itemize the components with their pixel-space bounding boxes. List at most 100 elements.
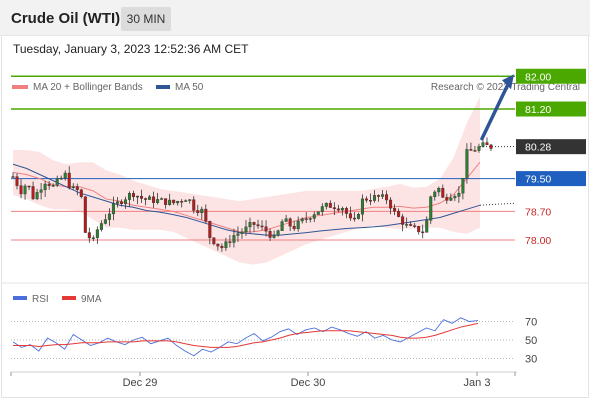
- candle-body: [300, 218, 304, 222]
- x-tick-label-1: Dec 30: [291, 377, 326, 389]
- candle-body: [27, 185, 31, 188]
- candle-body: [220, 245, 224, 249]
- rsi-legend-swatch: [13, 296, 27, 300]
- candle-body: [63, 172, 67, 179]
- candle-body: [397, 211, 401, 217]
- bollinger-fill: [13, 96, 480, 265]
- instrument-title: Crude Oil (WTI): [11, 10, 121, 27]
- candle-body: [328, 202, 332, 208]
- timeframe-button[interactable]: 30 MIN: [121, 7, 171, 31]
- candle-body: [264, 226, 268, 232]
- candle-body: [208, 221, 212, 238]
- last-label: 80.28: [525, 142, 551, 154]
- candle-body: [164, 198, 168, 205]
- rsi-ma-legend-swatch: [62, 296, 76, 300]
- candle-body: [441, 187, 445, 198]
- candle-body: [200, 208, 204, 214]
- candle-body: [136, 195, 140, 198]
- candle-body: [103, 219, 107, 224]
- candle-body: [43, 183, 47, 191]
- candle-body: [292, 226, 296, 230]
- forecast-arrow-head: [502, 74, 514, 90]
- candle-body: [485, 142, 489, 146]
- candle-body: [204, 208, 208, 222]
- candle-body: [364, 198, 368, 201]
- rsi-ma-line: [13, 322, 479, 348]
- bollinger-band: [13, 96, 480, 265]
- target-2-label: 82.00: [525, 71, 551, 83]
- candle-body: [332, 207, 336, 210]
- candle-body: [284, 218, 288, 222]
- candle-body: [168, 199, 172, 205]
- candle-body: [236, 233, 240, 236]
- ma20-legend-label: MA 20 + Bollinger Bands: [33, 82, 143, 93]
- chart-frame: [1, 36, 589, 398]
- ma50-legend-swatch: [156, 85, 170, 89]
- candle-body: [276, 230, 280, 236]
- forecast-arrow: [480, 74, 514, 141]
- candle-body: [107, 213, 111, 220]
- candle-body: [356, 214, 360, 219]
- candle-body: [79, 189, 83, 197]
- candle-body: [67, 172, 71, 188]
- candle-body: [409, 224, 413, 226]
- candle-body: [393, 207, 397, 212]
- candle-body: [123, 199, 127, 205]
- candle-body: [152, 196, 156, 203]
- candle-body: [176, 201, 180, 204]
- ma50-legend-label: MA 50: [175, 82, 204, 93]
- candle-body: [389, 199, 393, 209]
- candle-body: [244, 226, 248, 233]
- candle-body: [344, 208, 348, 214]
- price-level-labels: 82.00 81.20 80.28 79.50 78.70 78.00: [516, 68, 586, 247]
- candle-body: [453, 196, 457, 199]
- candle-body: [280, 221, 284, 231]
- candle-body: [425, 220, 429, 233]
- candle-body: [260, 225, 264, 228]
- candle-body: [148, 196, 152, 200]
- candle-body: [31, 186, 35, 200]
- candle-body: [457, 192, 461, 197]
- support-1-label: 78.70: [525, 206, 551, 218]
- candle-body: [324, 202, 328, 207]
- candle-body: [140, 195, 144, 199]
- last-label-box: [516, 139, 586, 155]
- target-2-label-box: [516, 68, 586, 84]
- candle-body: [11, 176, 15, 178]
- candle-body: [15, 176, 19, 186]
- candle-body: [433, 191, 437, 197]
- rsi-ma-legend-label: 9MA: [81, 294, 102, 305]
- candle-body: [232, 235, 236, 243]
- candle-body: [288, 218, 292, 227]
- candle-body: [489, 144, 493, 149]
- candle-body: [413, 225, 417, 227]
- candle-body: [228, 241, 232, 243]
- candle-body: [469, 149, 473, 151]
- candle-body: [312, 214, 316, 219]
- candle-body: [417, 226, 421, 233]
- candle-body: [160, 198, 164, 200]
- candle-body: [87, 232, 91, 239]
- candle-body: [75, 186, 79, 190]
- candle-body: [268, 230, 272, 238]
- candle-body: [316, 211, 320, 215]
- candle-body: [461, 177, 465, 194]
- candle-body: [216, 243, 220, 247]
- candle-body: [405, 224, 409, 226]
- candle-body: [340, 208, 344, 211]
- candle-body: [111, 203, 115, 215]
- target-1-label: 81.20: [525, 104, 551, 116]
- ma20-legend-swatch: [12, 85, 28, 89]
- candle-body: [401, 216, 405, 225]
- candle-body: [172, 199, 176, 204]
- candle-body: [481, 142, 485, 147]
- candle-body: [272, 235, 276, 238]
- candle-body: [240, 231, 244, 234]
- candle-body: [465, 149, 469, 179]
- candle-body: [385, 194, 389, 201]
- candle-body: [71, 186, 75, 188]
- candle-body: [156, 199, 160, 203]
- candle-body: [368, 200, 372, 202]
- candle-body: [127, 193, 131, 200]
